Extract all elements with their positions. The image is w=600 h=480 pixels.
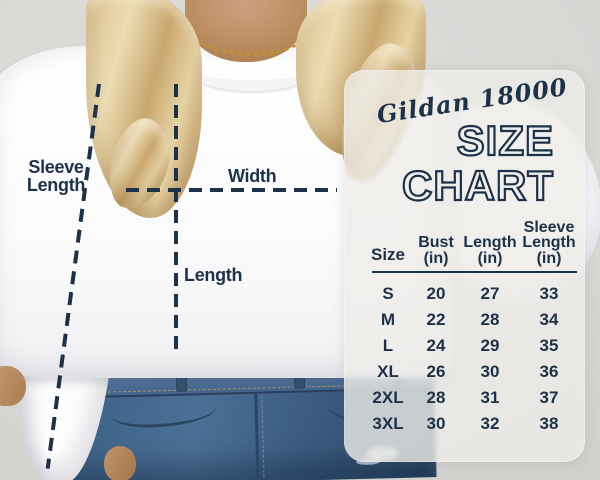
column-header-length: Length (in) — [463, 234, 517, 267]
sleeve-length-label: Sleeve Length — [26, 157, 86, 195]
width-measure-line — [126, 188, 337, 192]
measurement-cell: 20 — [426, 284, 446, 303]
size-chart-title: SIZE CHART — [401, 117, 555, 209]
measurement-cell: 32 — [480, 414, 500, 433]
size-cell: 2XL — [372, 388, 404, 407]
measurement-cell: 28 — [480, 310, 500, 329]
measurement-cell: 36 — [539, 362, 559, 381]
length-label: Length — [184, 265, 243, 285]
size-table-body: S 20 27 33 M 22 28 34 L 24 29 35 XL 26 30 36 2XL 28 31 37 3X… — [366, 281, 580, 437]
size-chart-panel: Gildan 18000 SIZE CHART Size Bust (in) L… — [344, 70, 585, 462]
title-chart: CHART — [401, 162, 554, 209]
measurement-cell: 22 — [426, 310, 446, 329]
measurement-cell: 28 — [426, 388, 446, 407]
jeans-pocket-left — [112, 394, 218, 429]
sweatshirt-collar — [184, 40, 320, 91]
measurement-cell: 34 — [539, 310, 559, 329]
measurement-cell: 29 — [480, 336, 500, 355]
measurement-cell: 37 — [539, 388, 559, 407]
measurement-cell: 27 — [480, 284, 500, 303]
column-header-sleeve: Sleeve Length (in) — [522, 218, 576, 267]
column-header-bust: Bust (in) — [418, 234, 454, 267]
size-cell: L — [382, 336, 394, 355]
header-divider-line — [372, 271, 577, 273]
size-cell: M — [380, 310, 396, 329]
measurement-cell: 38 — [539, 414, 559, 433]
measurement-cell: 31 — [480, 388, 500, 407]
size-table-header: Size Bust (in) Length (in) Sleeve Length… — [366, 200, 580, 266]
measurement-cell: 33 — [539, 284, 559, 303]
measurement-cell: 24 — [426, 336, 446, 355]
jeans-fly-stitch — [261, 395, 265, 478]
title-size: SIZE — [456, 117, 555, 164]
column-header-size: Size — [370, 244, 406, 264]
jeans-fly-seam — [254, 393, 260, 480]
measurement-cell: 30 — [480, 362, 500, 381]
length-measure-line — [174, 84, 178, 352]
model-hand — [104, 446, 136, 480]
measurement-cell: 26 — [426, 362, 446, 381]
size-cell: XL — [377, 362, 399, 381]
measurement-cell: 35 — [539, 336, 559, 355]
width-label: Width — [228, 166, 277, 186]
size-cell: S — [382, 284, 394, 303]
measurement-cell: 30 — [426, 414, 446, 433]
model-hand-edge — [0, 366, 26, 406]
size-cell: 3XL — [372, 414, 404, 433]
